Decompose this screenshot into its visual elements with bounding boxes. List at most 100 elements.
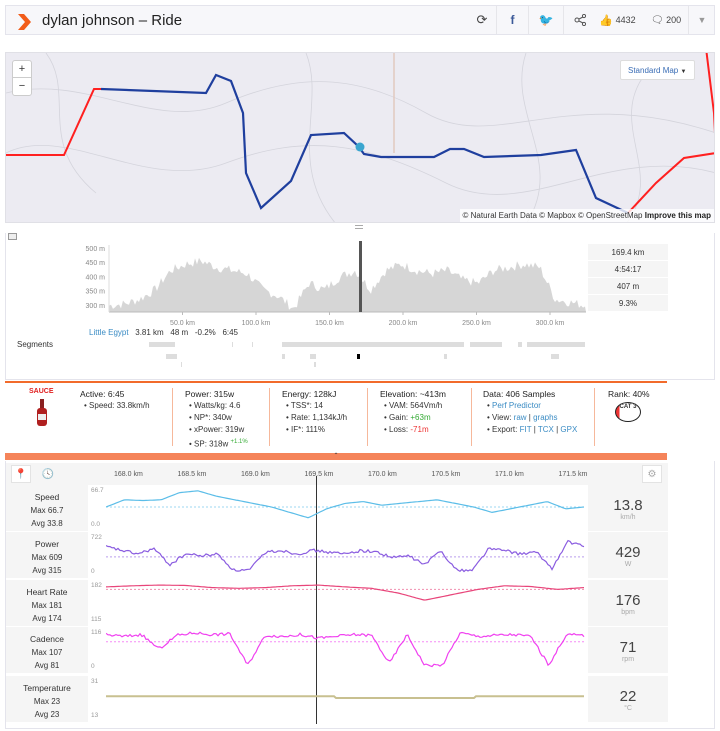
metric-line [106,584,585,601]
x-tick: 50.0 km [170,320,195,327]
graph-label: Cadence Max 107 Avg 81 [6,627,88,673]
graph-line[interactable] [106,485,586,531]
active-stats: Active: 6:45 • Speed: 33.8km/h [80,389,150,410]
segment-bar[interactable] [232,342,233,347]
y-max-label: 182 [91,582,102,589]
share-icon [574,14,586,26]
segment-bar[interactable] [282,354,285,359]
x-tick: 200.0 km [389,320,418,327]
time-axis-button[interactable]: 🕓 [38,465,58,483]
segment-bar[interactable] [166,354,177,359]
segment-bar[interactable] [310,354,316,359]
map-resize-handle[interactable] [355,225,363,229]
segment-bar[interactable] [527,342,585,347]
distance-tick: 171.0 km [495,471,524,478]
current-value: 71 rpm [588,627,668,673]
kudos-button[interactable]: 👍 4432 [595,6,640,34]
improve-map-link[interactable]: Improve this map [644,211,711,220]
elevation-stats: 169.4 km 4:54:17 407 m 9.3% [588,244,668,312]
comments-button[interactable]: 🗨 200 [644,6,688,34]
graph-line[interactable] [106,627,586,673]
facebook-button[interactable]: f [496,6,528,34]
graph-label: Speed Max 66.7 Avg 33.8 [6,485,88,531]
share-button[interactable] [563,6,595,34]
ride-route-line [6,88,101,156]
segment-bar[interactable] [314,362,316,367]
y-max-label: 116 [91,629,102,636]
map-pin-icon: 📍 [14,468,28,480]
current-position-marker [359,241,362,312]
time-stat: 4:54:17 [588,261,668,278]
y-min-label: 0.0 [91,521,101,528]
map-canvas [6,53,714,222]
distance-tick: 169.0 km [241,471,270,478]
elevation-area [109,257,586,312]
zoom-out-button[interactable]: − [18,80,26,92]
graphs-link[interactable]: graphs [533,413,558,422]
metric-line [106,631,585,668]
collapse-info-toggle[interactable]: ⌃ [5,453,667,460]
y-tick: 350 m [86,289,106,296]
segment-bar[interactable] [470,342,502,347]
x-tick: 300.0 km [536,320,565,327]
export-fit-link[interactable]: FIT [519,425,532,434]
graph-line[interactable] [106,580,586,626]
cat-badge-icon: CAT 3 [615,402,641,422]
graph-line[interactable] [106,676,586,722]
keyboard-icon[interactable] [8,233,17,240]
y-tick: 500 m [86,246,106,253]
segment-bar[interactable] [149,342,175,347]
current-value: 13.8 km/h [588,485,668,531]
segment-bar[interactable] [252,342,253,347]
graph-line[interactable] [106,532,586,578]
refresh-button[interactable]: ⟳ [468,6,496,34]
y-max-label: 66.7 [91,487,104,494]
distance-tick: 171.5 km [558,471,588,478]
distance-tick: 170.5 km [431,471,461,478]
thumbs-up-icon: 👍 [599,14,614,27]
distance-tick: 170.0 km [368,471,397,478]
map-style-select[interactable]: Standard Map ▼ [620,60,695,80]
elevation-chart[interactable]: 500 m 450 m 400 m 350 m 300 m 50.0 km 100.0 km… [81,241,591,331]
graph-label: Power Max 609 Avg 315 [6,532,88,578]
segment-summary: Little Egypt 3.81 km 48 m -0.2% 6:45 [89,328,239,337]
comment-count: 200 [666,15,682,25]
twitter-button[interactable]: 🐦 [528,6,563,34]
zoom-in-button[interactable]: + [13,61,31,78]
segment-bar[interactable] [551,354,559,359]
comment-icon: 🗨 [650,14,664,26]
segment-bar[interactable] [444,354,447,359]
kudos-count: 4432 [615,15,636,25]
metric-line [106,490,585,519]
perf-predictor-link[interactable]: Perf Predictor [492,401,541,410]
settings-button[interactable]: ⚙ [642,465,662,483]
route-map[interactable]: + − Standard Map ▼ © Natural Earth Data … [5,52,715,223]
elevation-stats-col: Elevation: ~413m • VAM: 564Vm/h • Gain: +… [380,389,446,434]
y-min-label: 115 [91,616,102,623]
elevation-panel: 500 m 450 m 400 m 350 m 300 m 50.0 km 100.0 km… [5,233,715,380]
activity-header: dylan johnson – Ride ⟳ f 🐦 👍 4432 🗨 200 … [5,5,715,35]
segment-link[interactable]: Little Egypt [89,328,129,337]
graph-toolbar: 📍 🕓 168.0 km 168.5 km 169.0 km 169.5 km 170.… [6,463,668,485]
position-marker [355,142,365,152]
segment-bar[interactable] [518,342,522,347]
zoom-control: + − [12,60,32,96]
more-menu-button[interactable]: ▼ [688,6,715,34]
segment-bar[interactable] [357,354,360,359]
segment-bar[interactable] [181,362,182,367]
raw-link[interactable]: raw [513,413,527,422]
facebook-icon: f [510,13,515,27]
data-stats: Data: 406 Samples • Perf Predictor • Vie… [483,389,578,434]
strava-logo-icon [18,14,31,30]
segment-bar[interactable] [282,342,464,347]
sauce-bottle-icon [37,399,47,426]
metric-line [106,539,585,573]
current-value: 176 bpm [588,580,668,626]
metric-line [106,695,584,699]
sauce-info-panel: SAUCE Active: 6:45 • Speed: 33.8km/h Powe… [5,381,667,453]
refresh-icon: ⟳ [476,12,488,27]
distance-tick: 168.5 km [177,471,207,478]
distance-axis-button[interactable]: 📍 [11,465,31,483]
export-gpx-link[interactable]: GPX [560,425,578,434]
export-tcx-link[interactable]: TCX [537,425,554,434]
